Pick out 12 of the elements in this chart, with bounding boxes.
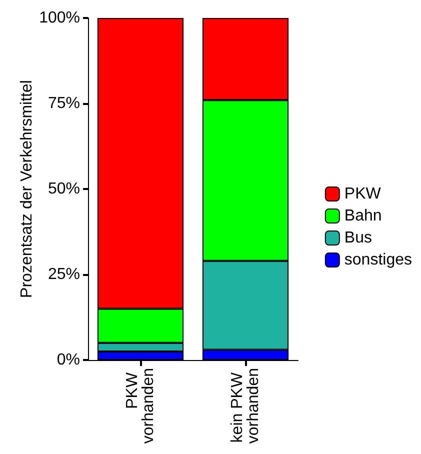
legend-label: PKW bbox=[344, 186, 382, 202]
x-tick-label: PKW vorhanden bbox=[124, 368, 157, 444]
legend-label: sonstiges bbox=[344, 252, 412, 268]
y-tick-label: 100% bbox=[39, 10, 80, 26]
y-tick-label: 25% bbox=[48, 266, 80, 283]
y-tick-label: 75% bbox=[48, 95, 80, 112]
legend-label: Bahn bbox=[344, 208, 382, 224]
y-tick-label: 0% bbox=[56, 352, 80, 368]
y-tick-label: 50% bbox=[48, 180, 80, 198]
x-tick-label: kein PKW vorhanden bbox=[229, 368, 262, 444]
legend-label: Bus bbox=[344, 230, 372, 246]
y-axis-title: Prozentsatz der Verkehrsmittel bbox=[18, 80, 36, 298]
